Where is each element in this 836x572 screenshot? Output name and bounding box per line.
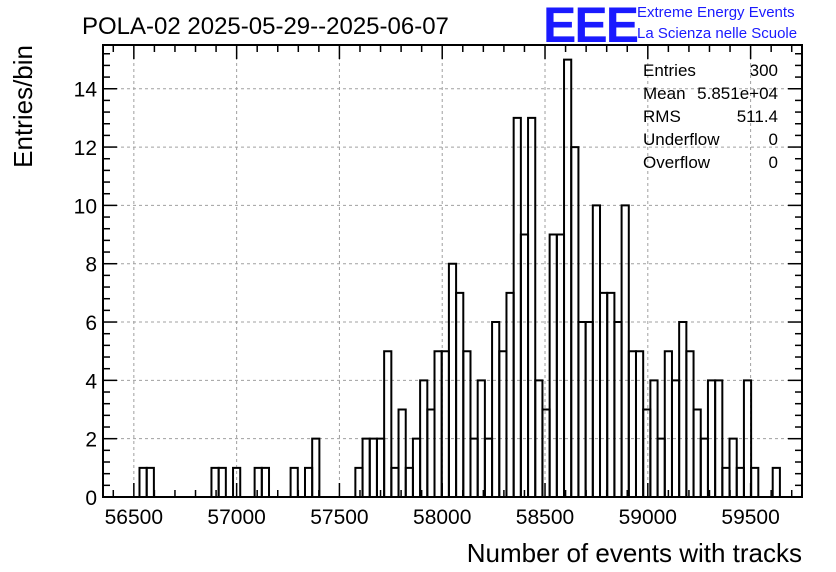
histogram-bin-20 [426, 408, 436, 497]
plot-frame [102, 44, 803, 498]
histogram-bin-15 [390, 466, 400, 497]
y-axis-label: Entries/bin [8, 45, 38, 168]
y-tick-label-6: 12 [74, 137, 97, 160]
histogram-bin-37 [548, 233, 558, 497]
histogram-bin-39 [563, 58, 573, 497]
stats-value-0: 300 [750, 61, 778, 80]
x-tick-label-3: 58000 [413, 506, 471, 529]
x-axis-ticks: 56500 57000 57500 58000 58500 59000 59500 [105, 45, 793, 529]
histogram-bin-8 [303, 466, 314, 497]
x-tick-label-6: 59500 [721, 506, 779, 529]
histogram-bin-60 [714, 379, 724, 497]
histogram-bin-44 [599, 291, 609, 497]
histogram-bin-34 [527, 116, 537, 497]
stats-label-0: Entries [643, 61, 696, 80]
histogram-bin-55 [678, 321, 688, 497]
histogram-bin-49 [634, 350, 645, 497]
histogram-bin-58 [699, 437, 709, 497]
grid-lines [103, 45, 802, 497]
y-tick-label-4: 8 [85, 254, 97, 277]
histogram-bin-65 [750, 466, 760, 497]
histogram-bin-21 [433, 350, 443, 497]
histogram-bin-42 [584, 321, 594, 497]
stats-value-3: 0 [769, 130, 778, 149]
histogram-bin-26 [469, 437, 479, 497]
histogram-bin-25 [462, 350, 472, 497]
histogram-bin-22 [440, 350, 450, 497]
histogram-bin-32 [512, 116, 522, 497]
x-tick-label-2: 57500 [310, 506, 368, 529]
histogram-bin-3 [217, 466, 227, 497]
x-tick-label-4: 58500 [516, 506, 574, 529]
stats-value-4: 0 [769, 153, 778, 172]
histogram-bin-11 [361, 437, 371, 497]
logo-line2: La Scienza nelle Scuole [637, 25, 797, 42]
histogram-bin-1 [145, 466, 155, 497]
stats-box: Entries 300 Mean 5.851e+04 RMS 511.4 Underflow… [643, 61, 778, 172]
stats-label-1: Mean [643, 84, 686, 103]
stats-label-3: Underflow [643, 130, 720, 149]
stats-label-2: RMS [643, 107, 681, 126]
histogram-bin-6 [260, 466, 271, 497]
y-tick-label-0: 0 [85, 487, 97, 510]
y-tick-label-5: 10 [74, 195, 97, 218]
histogram-bin-41 [577, 321, 587, 497]
histogram-bin-38 [555, 233, 566, 497]
histogram-bin-0 [138, 466, 148, 497]
histogram-bin-29 [491, 321, 501, 497]
histogram-bin-13 [375, 437, 386, 497]
y-tick-label-7: 14 [74, 79, 98, 102]
histogram-bin-52 [656, 437, 666, 497]
histogram-bin-28 [483, 437, 494, 497]
histogram-bin-50 [642, 408, 652, 497]
histogram-bin-5 [253, 466, 263, 497]
histogram-bin-43 [591, 204, 602, 497]
x-tick-label-1: 57000 [207, 506, 265, 529]
histogram-bin-36 [541, 408, 551, 497]
histogram-bin-24 [455, 291, 465, 497]
histogram-bin-12 [368, 437, 378, 497]
histogram-bin-66 [771, 466, 781, 497]
histogram-bin-45 [606, 291, 616, 497]
histogram-bin-63 [735, 466, 745, 497]
histogram-bin-14 [383, 350, 393, 497]
histogram-bin-33 [519, 233, 530, 497]
histogram-bin-64 [742, 379, 753, 497]
histogram-bin-61 [721, 466, 731, 497]
x-tick-label-5: 59000 [619, 506, 677, 529]
chart-title: POLA-02 2025-05-29--2025-06-07 [82, 13, 449, 40]
histogram-bin-2 [210, 466, 220, 497]
logo-mark: EEE [543, 0, 638, 53]
histogram-bin-48 [627, 350, 637, 497]
eee-logo: EEE Extreme Energy Events La Scienza nel… [543, 0, 797, 53]
histogram-bin-4 [232, 466, 242, 497]
logo-line1: Extreme Energy Events [637, 4, 795, 21]
histogram-bin-18 [411, 437, 422, 497]
histogram-bin-47 [620, 204, 630, 497]
histogram-bin-57 [692, 408, 702, 497]
y-tick-label-2: 4 [85, 370, 97, 393]
histogram-bin-53 [663, 350, 673, 497]
histogram-bin-31 [505, 291, 515, 497]
stats-value-1: 5.851e+04 [697, 84, 778, 103]
y-tick-label-3: 6 [85, 312, 97, 335]
histogram-bin-46 [613, 321, 623, 497]
histogram-bars [138, 58, 781, 497]
histogram-bin-17 [404, 466, 414, 497]
x-tick-label-0: 56500 [105, 506, 163, 529]
x-axis-label: Number of events with tracks [467, 538, 802, 568]
histogram-bin-56 [685, 350, 695, 497]
stats-value-2: 511.4 [737, 107, 778, 126]
y-axis-ticks: 0 2 4 6 8 10 12 14 [74, 52, 802, 510]
y-tick-label-1: 2 [85, 429, 97, 452]
histogram-bin-7 [289, 466, 299, 497]
histogram-bin-9 [311, 437, 321, 497]
histogram-bin-62 [728, 437, 738, 497]
histogram-bin-16 [397, 408, 407, 497]
stats-label-4: Overflow [643, 153, 711, 172]
histogram-bin-10 [354, 466, 364, 497]
histogram-bin-30 [498, 350, 508, 497]
